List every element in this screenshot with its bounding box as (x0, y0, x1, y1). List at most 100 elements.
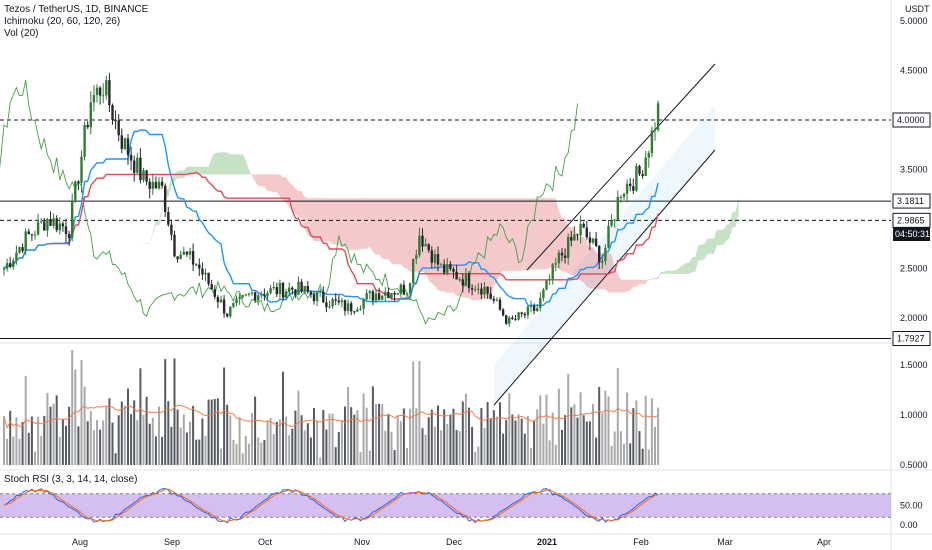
candle-body (594, 238, 598, 246)
candle-body (477, 288, 480, 290)
cloud-segment (391, 198, 395, 265)
volume-bar (176, 409, 179, 465)
candle-body (591, 238, 595, 243)
candle-body (334, 299, 337, 301)
cloud-segment (658, 271, 662, 280)
volume-bar (86, 421, 89, 465)
cloud-segment (357, 198, 361, 250)
cloud-segment (428, 198, 432, 284)
cloud-segment (531, 198, 535, 270)
volume-bar (477, 446, 480, 465)
cloud-segment (217, 152, 221, 175)
volume-bar (539, 395, 542, 465)
volume-bar (291, 428, 294, 465)
cloud-segment (382, 198, 386, 260)
volume-bar (576, 417, 579, 465)
volume-bar (15, 417, 18, 465)
cloud-segment (400, 198, 404, 268)
candle-body (402, 284, 406, 295)
candle-body (281, 282, 285, 298)
volume-bar (340, 420, 343, 465)
volume-bar (164, 359, 167, 465)
cloud-segment (261, 174, 265, 187)
candle-body (560, 252, 564, 256)
candle-body (492, 298, 495, 301)
candle-body (641, 174, 644, 176)
volume-bar (533, 420, 536, 465)
level-tag-label: 2.9865 (897, 215, 925, 225)
volume-bar (278, 419, 281, 465)
volume-bar (204, 435, 207, 465)
cloud-segment (478, 198, 482, 301)
volume-bar (387, 413, 390, 465)
tenkan-line (3, 129, 659, 306)
cloud-segment (348, 198, 352, 251)
volume-bar (195, 439, 198, 465)
cloud-segment (410, 198, 414, 272)
candle-body (198, 264, 201, 269)
volume-bar (433, 426, 436, 465)
volume-bar (3, 416, 5, 465)
cloud-segment (723, 225, 727, 245)
volume-bar (362, 393, 365, 465)
cloud-segment (655, 276, 659, 280)
volume-legend: Vol (20) (4, 28, 39, 39)
volume-bar (133, 400, 136, 465)
volume-bar (251, 413, 253, 465)
candle-body (650, 130, 654, 153)
volume-bar (551, 412, 554, 465)
candle-body (294, 289, 297, 295)
candle-body (250, 292, 254, 294)
volume-bar (508, 393, 511, 465)
cloud-segment (518, 198, 522, 271)
volume-bar (244, 435, 247, 465)
cloud-segment (698, 245, 702, 261)
cloud-segment (670, 270, 674, 274)
candle-body (204, 272, 207, 275)
candle-body (71, 201, 74, 238)
volume-bar (151, 417, 154, 465)
cloud-segment (441, 198, 445, 292)
volume-bar (331, 413, 334, 465)
candle-body (167, 212, 170, 225)
time-tick-label: Aug (72, 537, 88, 547)
candle-body (412, 258, 415, 284)
volume-bar (499, 402, 501, 465)
volume-bar (272, 433, 275, 465)
cloud-segment (565, 218, 569, 274)
candle-body (188, 251, 192, 255)
volume-bar (247, 443, 250, 465)
cloud-segment (270, 174, 274, 193)
candle-body (260, 294, 263, 296)
volume-bar (495, 416, 498, 465)
cloud-segment (651, 278, 655, 280)
cloud-segment (376, 198, 380, 255)
cloud-segment (183, 166, 187, 179)
volume-bar (89, 411, 92, 465)
volume-bar (657, 407, 660, 465)
volume-bar (316, 420, 319, 465)
candle-body (353, 311, 356, 313)
cloud-segment (490, 198, 494, 299)
candle-body (532, 305, 536, 311)
volume-bar (644, 395, 647, 465)
volume-bar (424, 434, 427, 465)
cloud-segment (354, 198, 358, 250)
candle-body (182, 251, 185, 255)
candle-body (511, 317, 514, 320)
cloud-segment (155, 220, 159, 226)
time-tick-label: Oct (258, 537, 273, 547)
cloud-segment (633, 279, 637, 287)
cloud-segment (679, 265, 683, 274)
candle-body (297, 281, 300, 295)
volume-bar (647, 449, 650, 465)
candle-body (77, 181, 80, 183)
volume-bar (182, 414, 185, 465)
candle-body (46, 219, 49, 231)
cloud-segment (425, 198, 429, 281)
volume-bar (520, 418, 523, 465)
cloud-segment (695, 245, 699, 272)
volume-bar (285, 416, 288, 465)
cloud-segment (577, 235, 581, 281)
